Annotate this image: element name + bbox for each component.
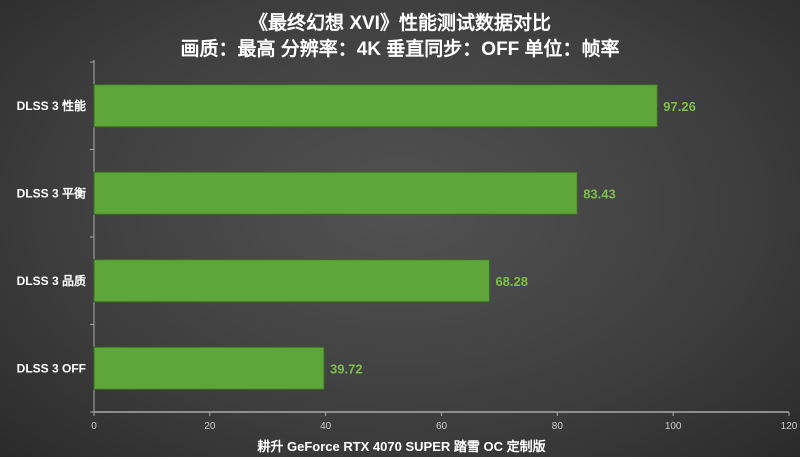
value-label: 68.28 [495, 274, 528, 289]
chart-subtitle: 画质：最高 分辨率：4K 垂直同步：OFF 单位：帧率 [180, 39, 620, 60]
bar [93, 259, 490, 303]
category-label: DLSS 3 OFF [17, 361, 86, 375]
x-tick-label: 100 [665, 421, 682, 432]
value-label: 83.43 [583, 186, 616, 201]
bar [93, 171, 578, 215]
x-tick-label: 60 [436, 421, 448, 432]
x-axis-label: 耕升 GeForce RTX 4070 SUPER 踏雪 OC 定制版 [257, 439, 545, 454]
x-tick-label: 120 [781, 421, 798, 432]
value-label: 97.26 [663, 99, 696, 114]
bar [93, 84, 658, 128]
x-tick-label: 20 [204, 421, 216, 432]
category-label: DLSS 3 平衡 [17, 185, 86, 200]
x-tick-label: 40 [320, 421, 332, 432]
chart-title: 《最终幻想 XVI》性能测试数据对比 [249, 13, 551, 34]
value-label: 39.72 [330, 361, 363, 376]
bar [93, 346, 325, 390]
bottom-border [0, 457, 800, 460]
x-tick-label: 0 [91, 421, 97, 432]
category-label: DLSS 3 品质 [17, 273, 86, 288]
x-tick-label: 80 [552, 421, 564, 432]
category-label: DLSS 3 性能 [17, 98, 86, 113]
